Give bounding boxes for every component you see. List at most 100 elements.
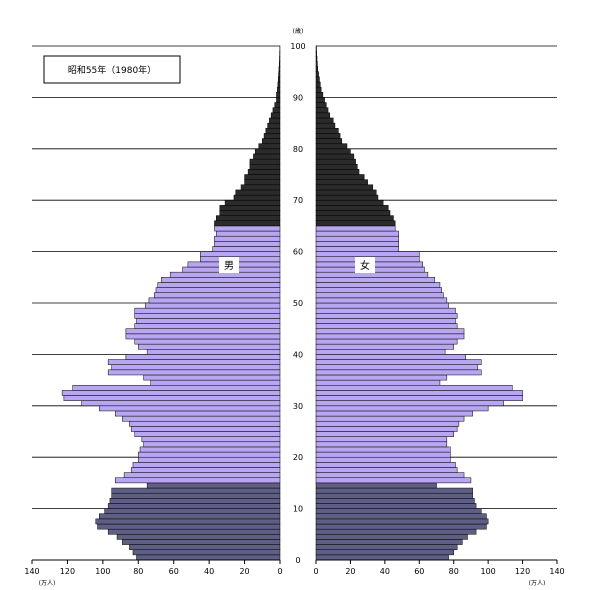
male-bar — [116, 534, 281, 540]
age-tick-label: 60 — [293, 248, 303, 257]
male-bar — [143, 441, 281, 448]
male-bar — [249, 158, 281, 165]
male-bar — [111, 487, 281, 494]
female-bar — [315, 71, 319, 78]
age-tick-label: 50 — [293, 299, 303, 308]
male-bar — [139, 446, 281, 453]
female-bars — [315, 45, 523, 561]
male-bar — [269, 117, 281, 124]
male-bar — [247, 169, 281, 175]
male-bar — [107, 369, 281, 376]
female-bar — [315, 354, 467, 360]
male-bar — [122, 415, 281, 422]
male-bar — [125, 354, 281, 360]
female-bar — [315, 148, 351, 155]
male-bar — [200, 251, 281, 257]
age-tick-label: 20 — [293, 453, 303, 462]
female-bar — [315, 163, 358, 170]
male-bar — [214, 241, 281, 247]
male-bar — [72, 384, 281, 391]
age-tick-label: 80 — [293, 145, 303, 154]
male-bar — [107, 528, 281, 535]
male-bar — [99, 405, 281, 412]
female-bar — [315, 379, 441, 386]
male-bar — [122, 539, 281, 545]
male-value-tick-label: 140 — [24, 567, 39, 576]
male-bar — [244, 179, 281, 186]
female-value-tick-label: 120 — [515, 567, 530, 576]
female-bar — [315, 482, 437, 489]
male-value-tick-label: 40 — [204, 567, 214, 576]
female-bar — [315, 251, 420, 257]
male-bar — [143, 374, 281, 381]
male-bar — [132, 462, 281, 468]
male-bar — [146, 482, 281, 489]
male-bar — [278, 71, 281, 78]
female-bar — [315, 112, 331, 119]
male-bar — [99, 513, 281, 520]
age-tick-label: 90 — [293, 93, 303, 102]
male-value-tick-label: 80 — [133, 567, 143, 576]
female-bar — [315, 92, 324, 98]
female-bar — [315, 395, 523, 401]
female-bar — [315, 436, 448, 443]
female-bar — [315, 420, 460, 427]
male-bar — [130, 467, 281, 473]
female-bar — [315, 369, 482, 376]
axes: 140 120 100 80 60 40 20 0 0 20 40 60 80 100 120 140 0 10 2… — [24, 42, 564, 576]
female-bar — [315, 127, 339, 134]
female-value-tick-label: 80 — [449, 567, 459, 576]
female-bar — [315, 66, 318, 72]
female-bar — [315, 384, 513, 391]
female-bar — [315, 189, 377, 196]
female-label: 女 — [360, 259, 370, 272]
female-bar — [315, 374, 448, 381]
female-bar — [315, 220, 396, 227]
female-bar — [315, 61, 318, 67]
male-bar — [157, 282, 281, 288]
female-bar — [315, 477, 472, 484]
female-bar — [315, 364, 479, 371]
male-bar — [129, 420, 281, 427]
female-value-tick-label: 20 — [345, 567, 355, 576]
male-bar — [130, 426, 281, 432]
female-bar — [315, 410, 473, 417]
female-bar — [315, 97, 325, 103]
male-bar — [233, 194, 281, 201]
female-bar — [315, 122, 336, 129]
male-bar — [277, 76, 281, 83]
female-bar — [315, 241, 399, 247]
male-bar — [200, 256, 281, 263]
male-bar — [132, 549, 281, 556]
female-bar — [315, 199, 384, 206]
female-bar — [315, 292, 444, 299]
female-bar — [315, 184, 374, 191]
male-bar — [276, 92, 281, 98]
male-bar — [138, 451, 281, 458]
male-bar — [214, 220, 281, 227]
male-bar — [123, 472, 281, 479]
female-bar — [315, 169, 360, 175]
female-bar — [315, 76, 320, 83]
male-bar — [129, 544, 281, 550]
female-bar — [315, 492, 473, 499]
female-bar — [315, 359, 482, 365]
male-bars — [61, 45, 281, 561]
male-value-tick-label: 100 — [95, 567, 110, 576]
male-bar — [214, 225, 281, 232]
age-tick-label: 10 — [293, 505, 303, 514]
male-bar — [276, 97, 281, 103]
female-bar — [315, 328, 465, 335]
male-bar — [115, 477, 281, 484]
female-bar — [315, 318, 456, 324]
male-bar — [153, 292, 281, 299]
male-bar — [111, 364, 281, 371]
male-bar — [272, 107, 281, 114]
male-bar — [136, 318, 281, 324]
age-unit-label: (歳) — [293, 27, 304, 35]
female-bar — [315, 446, 451, 453]
female-bar — [315, 544, 458, 550]
male-bar — [155, 287, 281, 293]
female-bar — [315, 539, 463, 545]
